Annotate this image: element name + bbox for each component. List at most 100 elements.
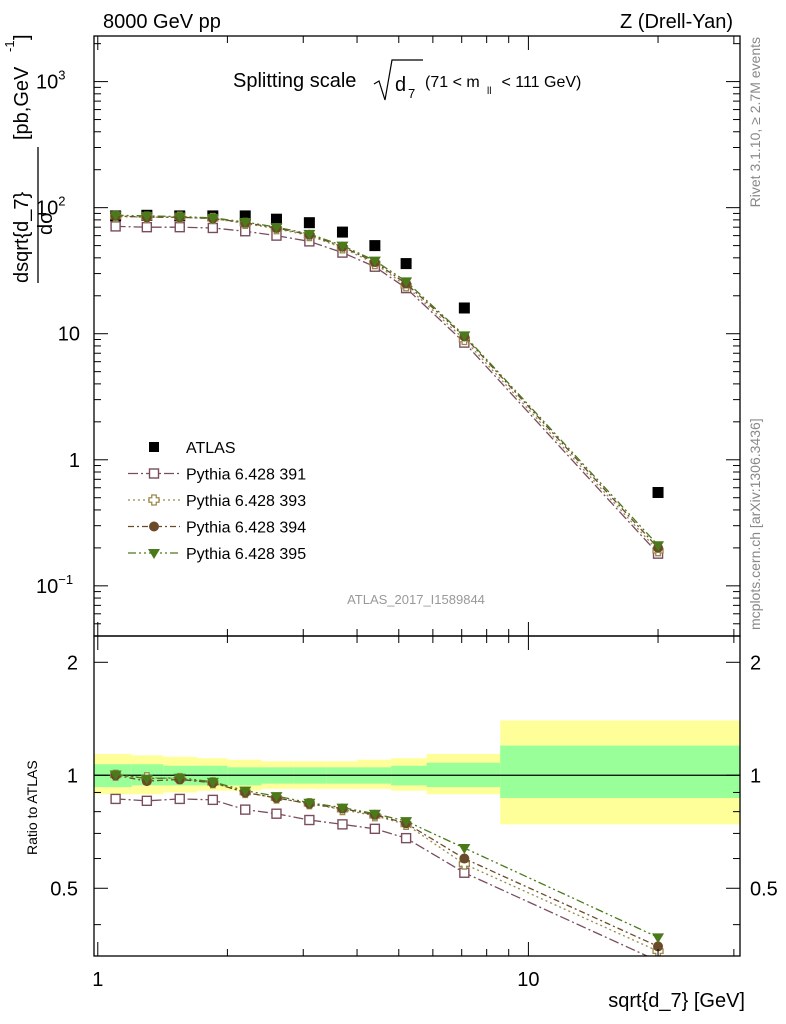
- data-point: [303, 229, 316, 240]
- data-point: [303, 798, 316, 809]
- data-point: [458, 844, 471, 855]
- band-inner: [500, 745, 740, 798]
- legend-item: ATLAS: [149, 440, 236, 457]
- data-point: [141, 221, 153, 233]
- series-line: [115, 774, 659, 948]
- legend-item: Pythia 6.428 395: [128, 546, 306, 563]
- mcplots-label: mcplots.cern.ch [arXiv:1306.3436]: [747, 418, 763, 630]
- data-point: [336, 241, 349, 252]
- ratio-y-tick-label: 2: [67, 652, 78, 674]
- main-panel-series: [109, 209, 665, 559]
- data-point: [174, 221, 185, 233]
- legend-label: Pythia 6.428 394: [186, 520, 306, 537]
- data-point: [148, 494, 160, 506]
- sqrt-symbol: [373, 59, 423, 101]
- ylabel-denominator: dsqrt{d_7}: [11, 191, 33, 283]
- data-point: [368, 809, 381, 820]
- series-line: [115, 798, 649, 956]
- data-point: [239, 786, 252, 797]
- data-point: [239, 210, 251, 222]
- ylabel-unit-sup: -1: [2, 40, 17, 52]
- band-inner: [227, 767, 262, 786]
- data-point: [173, 773, 186, 784]
- data-point: [271, 808, 282, 819]
- data-point: [140, 774, 153, 785]
- data-point: [368, 256, 381, 267]
- data-point: [400, 258, 412, 270]
- data-point: [207, 222, 219, 234]
- data-point: [270, 213, 282, 225]
- data-point: [239, 217, 252, 228]
- y-tick-label: 1: [69, 450, 80, 472]
- ratio-panel-series: [109, 769, 665, 956]
- title-main: Splitting scale: [233, 70, 356, 92]
- data-point: [369, 240, 381, 252]
- data-point: [149, 442, 159, 452]
- data-point: [336, 226, 348, 238]
- data-point: [206, 213, 219, 224]
- data-point: [369, 823, 381, 835]
- x-tick-label: 10: [517, 969, 539, 991]
- data-point: [141, 795, 153, 807]
- data-point: [109, 770, 122, 781]
- data-point: [207, 794, 219, 806]
- y-tick-label: 10: [58, 324, 80, 346]
- data-point: [140, 211, 153, 222]
- ratio-uncertainty-bands: [94, 720, 740, 825]
- ylabel-unit: [pb,GeV: [11, 66, 33, 140]
- main-title: Splitting scale d 7 (71 < m ll < 111 GeV…: [233, 59, 581, 101]
- data-point: [109, 211, 122, 222]
- legend-item: Pythia 6.428 391: [128, 467, 306, 484]
- process-label: Z (Drell-Yan): [620, 11, 733, 33]
- data-point: [400, 832, 412, 844]
- legend-label: Pythia 6.428 395: [186, 546, 306, 563]
- analysis-id: ATLAS_2017_I1589844: [347, 592, 485, 607]
- x-tick-label: 1: [92, 969, 103, 991]
- data-point: [173, 212, 186, 223]
- ratio-frame: [93, 635, 741, 957]
- data-point: [303, 217, 315, 229]
- y-tick-label: 10−1: [36, 572, 73, 598]
- data-point: [400, 277, 413, 288]
- data-point: [652, 933, 665, 944]
- rivet-label: Rivet 3.1.10, ≥ 2.7M events: [747, 37, 763, 207]
- y-tick-label: 103: [36, 68, 65, 94]
- data-point: [110, 793, 121, 805]
- ylabel-numerator: dσ: [35, 211, 57, 235]
- data-point: [652, 541, 665, 552]
- data-point: [458, 302, 470, 314]
- y-tick-label: 102: [36, 194, 65, 220]
- title-cut-sub: ll: [487, 86, 491, 97]
- data-point: [336, 803, 349, 814]
- title-cut-end: < 111 GeV): [497, 74, 581, 91]
- data-point: [270, 792, 283, 803]
- data-point: [270, 223, 283, 234]
- data-point: [337, 819, 348, 830]
- data-point: [149, 521, 159, 532]
- data-point: [206, 777, 219, 788]
- data-point: [653, 941, 664, 952]
- legend-label: Pythia 6.428 393: [186, 493, 306, 510]
- legend-label: Pythia 6.428 391: [186, 467, 306, 484]
- legend-item: Pythia 6.428 393: [128, 493, 306, 510]
- data-point: [652, 955, 664, 956]
- data-point: [652, 487, 664, 499]
- ylabel-unit-end: ]: [11, 34, 33, 40]
- data-point: [458, 331, 471, 342]
- ratio-series-pythia-6-428-391: [110, 793, 664, 956]
- ratio-y-tick-label-right: 0.5: [750, 878, 778, 900]
- series-line: [115, 773, 659, 938]
- data-point: [148, 549, 160, 559]
- legend-item: Pythia 6.428 394: [128, 520, 306, 537]
- data-point: [459, 853, 470, 864]
- legend-label: ATLAS: [186, 440, 236, 457]
- data-point: [400, 817, 413, 828]
- title-d: d: [395, 74, 406, 96]
- title-cut: (71 < m: [425, 74, 480, 91]
- title-sub: 7: [408, 86, 415, 101]
- data-point: [240, 804, 251, 815]
- series-line: [115, 215, 659, 549]
- series-pythia-6-428-395: [109, 211, 665, 552]
- data-point: [174, 793, 185, 805]
